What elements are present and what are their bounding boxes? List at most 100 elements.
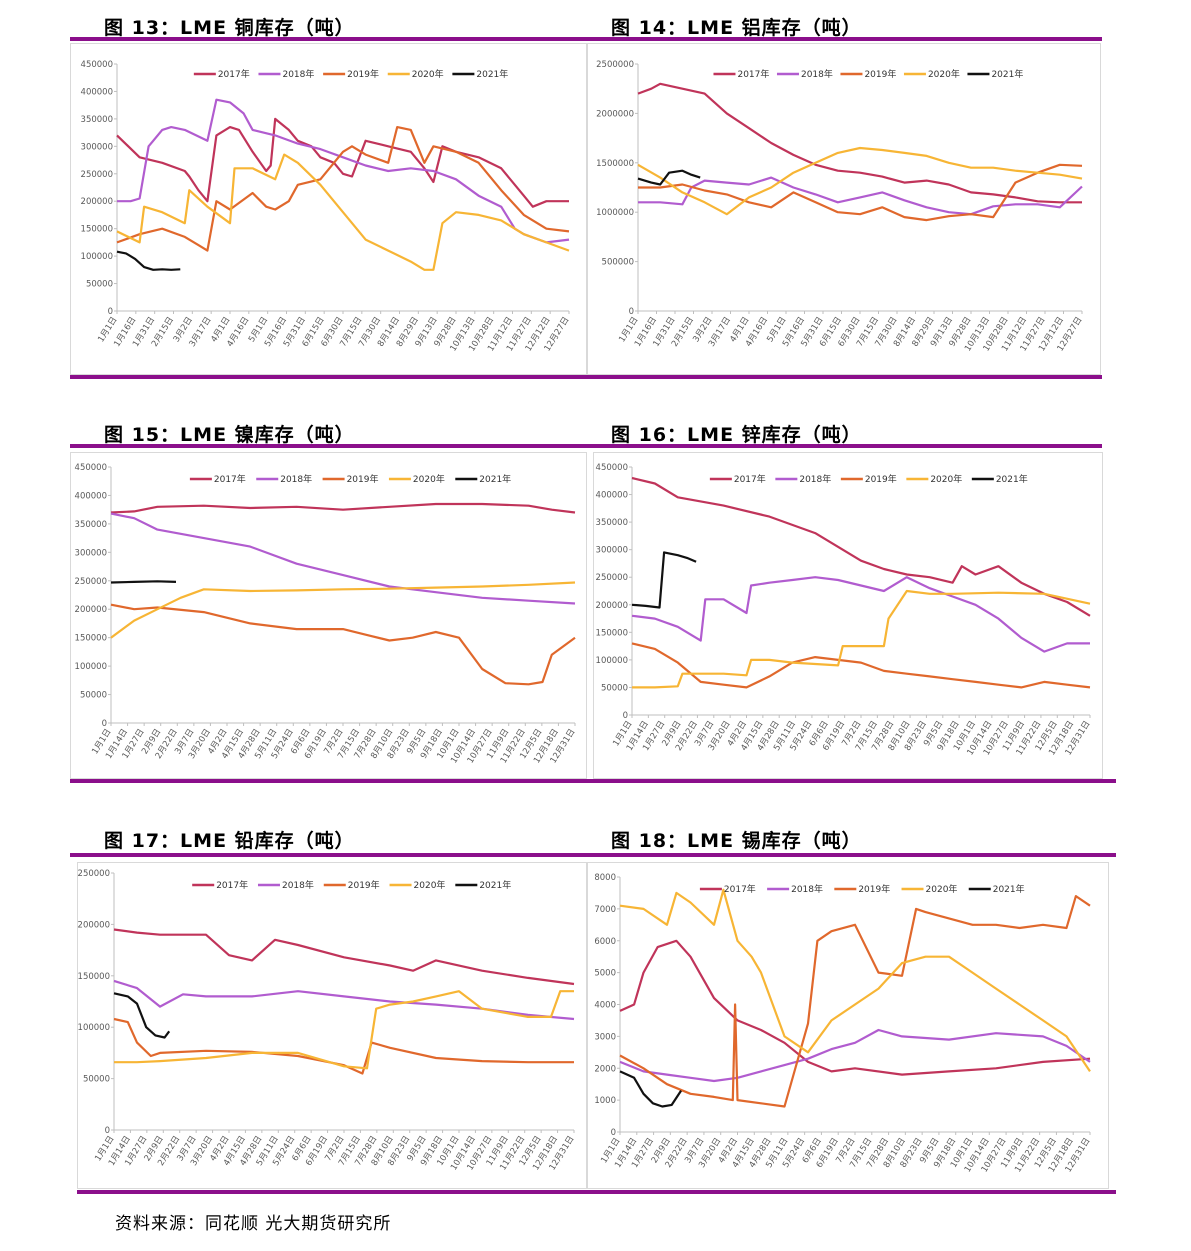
series-line-2021年 xyxy=(116,250,181,271)
legend-label: 2019年 xyxy=(865,473,897,485)
y-tick-label: 2500000 xyxy=(596,60,634,70)
series-line-2018年 xyxy=(619,1028,1091,1083)
legend-label: 2021年 xyxy=(479,879,511,891)
legend-label: 2019年 xyxy=(347,68,379,80)
y-tick-label: 100000 xyxy=(78,1023,110,1033)
y-tick-label: 450000 xyxy=(81,60,113,70)
y-tick-label: 250000 xyxy=(596,573,628,583)
title-rule-row2 xyxy=(70,444,1102,448)
y-tick-label: 4000 xyxy=(594,1001,616,1011)
y-tick-label: 150000 xyxy=(75,634,107,644)
y-tick-label: 150000 xyxy=(78,972,110,982)
chart-15: 0 50000 100000 150000 200000 250000 300000 3500… xyxy=(75,463,578,765)
chart-title-18: 图 18：LME 锡库存（吨） xyxy=(611,830,862,852)
chart-title-15: 图 15：LME 镍库存（吨） xyxy=(104,424,355,446)
y-tick-label: 0 xyxy=(102,719,107,729)
chart-18: 0100020003000400050006000700080001月1日1月1… xyxy=(594,873,1092,1174)
series-line-2019年 xyxy=(116,125,570,252)
chart-17-frame: 0 50000 100000 150000 200000 250000 1月1日 1月14日 1… xyxy=(77,862,587,1189)
y-tick-label: 100000 xyxy=(596,656,628,666)
chart-18-frame: 0 1000 2000 3000 4000 5000 6000 7000 8000 1月1日 1月1… xyxy=(587,862,1109,1189)
legend-label: 2021年 xyxy=(993,883,1025,895)
y-tick-label: 0 xyxy=(105,1126,110,1136)
chart-16-frame: 0 50000 100000 150000 200000 250000 300000 3500… xyxy=(593,452,1103,779)
series-line-2018年 xyxy=(110,512,576,605)
y-tick-label: 300000 xyxy=(81,142,113,152)
series-line-2017年 xyxy=(113,928,575,986)
legend-label: 2017年 xyxy=(724,883,756,895)
chart-title-13: 图 13：LME 铜库存（吨） xyxy=(104,17,355,39)
y-tick-label: 3000 xyxy=(594,1032,616,1042)
y-tick-label: 300000 xyxy=(596,546,628,556)
series-line-2018年 xyxy=(638,176,1083,216)
legend-label: 2018年 xyxy=(801,68,833,80)
y-tick-label: 100000 xyxy=(75,662,107,672)
legend-label: 2020年 xyxy=(414,879,446,891)
y-tick-label: 1000000 xyxy=(596,208,634,218)
y-tick-label: 8000 xyxy=(594,873,616,883)
series-line-2021年 xyxy=(113,992,171,1039)
legend-label: 2018年 xyxy=(282,68,314,80)
y-tick-label: 200000 xyxy=(75,605,107,615)
title-rule-row3 xyxy=(70,853,1116,857)
y-tick-label: 400000 xyxy=(596,491,628,501)
y-tick-label: 0 xyxy=(623,711,628,721)
bottom-rule-row1 xyxy=(70,375,1102,379)
y-tick-label: 250000 xyxy=(81,170,113,180)
chart-15-frame: 0 50000 100000 150000 200000 250000 300000 3500… xyxy=(70,452,587,779)
chart-14: 050000010000001500000200000025000001月1日1… xyxy=(596,60,1084,353)
chart-14-frame: 0 500000 1000000 1500000 2000000 2500000 1月1日 1… xyxy=(587,43,1101,375)
y-tick-label: 50000 xyxy=(83,1075,110,1085)
series-line-2021年 xyxy=(637,169,701,186)
y-tick-label: 1500000 xyxy=(596,159,634,169)
series-line-2021年 xyxy=(619,1070,683,1108)
legend-label: 2019年 xyxy=(347,473,379,485)
chart-title-17: 图 17：LME 铅库存（吨） xyxy=(104,830,355,852)
series-line-2020年 xyxy=(110,581,576,639)
y-tick-label: 50000 xyxy=(86,280,113,290)
y-tick-label: 0 xyxy=(108,307,113,317)
series-line-2020年 xyxy=(114,990,574,1070)
bottom-rule-row2 xyxy=(70,779,1116,783)
legend-label: 2019年 xyxy=(864,68,896,80)
series-line-2017年 xyxy=(116,117,569,208)
series-line-2018年 xyxy=(631,576,1090,653)
y-tick-label: 200000 xyxy=(596,601,628,611)
series-line-2017年 xyxy=(631,476,1091,617)
legend-label: 2017年 xyxy=(218,68,250,80)
legend-label: 2020年 xyxy=(926,883,958,895)
y-tick-label: 200000 xyxy=(78,920,110,930)
series-line-2017年 xyxy=(637,82,1082,204)
legend-label: 2017年 xyxy=(214,473,246,485)
series-line-2021年 xyxy=(110,580,177,584)
legend-label: 2020年 xyxy=(413,473,445,485)
legend-label: 2019年 xyxy=(348,879,380,891)
y-tick-label: 250000 xyxy=(78,869,110,879)
source-note: 资料来源：同花顺 光大期货研究所 xyxy=(115,1214,392,1234)
y-tick-label: 5000 xyxy=(594,969,616,979)
y-tick-label: 0 xyxy=(611,1128,616,1138)
chart-17: 0500001000001500002000002500001月1日1月14日1… xyxy=(78,869,577,1172)
chart-13-frame: 0 50000 100000 150000 200000 250000 300000 3500… xyxy=(70,43,587,375)
series-line-2020年 xyxy=(116,153,570,271)
legend-label: 2021年 xyxy=(996,473,1028,485)
legend-label: 2017年 xyxy=(737,68,769,80)
y-tick-label: 50000 xyxy=(601,683,628,693)
y-tick-label: 400000 xyxy=(81,87,113,97)
series-line-2019年 xyxy=(110,603,576,686)
y-tick-label: 1000 xyxy=(594,1096,616,1106)
chart-13: 0 50000 100000 150000 200000 250000 300000 3500… xyxy=(81,60,572,353)
y-tick-label: 0 xyxy=(629,307,634,317)
series-line-2017年 xyxy=(619,939,1091,1076)
legend-label: 2018年 xyxy=(282,879,314,891)
legend-label: 2021年 xyxy=(991,68,1023,80)
y-tick-label: 450000 xyxy=(75,463,107,473)
y-tick-label: 500000 xyxy=(602,258,634,268)
series-line-2019年 xyxy=(619,894,1091,1108)
y-tick-label: 350000 xyxy=(81,115,113,125)
chart-title-14: 图 14：LME 铝库存（吨） xyxy=(611,17,862,39)
y-tick-label: 6000 xyxy=(594,937,616,947)
title-rule-top xyxy=(70,37,1102,41)
series-line-2021年 xyxy=(631,551,697,609)
legend-label: 2019年 xyxy=(858,883,890,895)
